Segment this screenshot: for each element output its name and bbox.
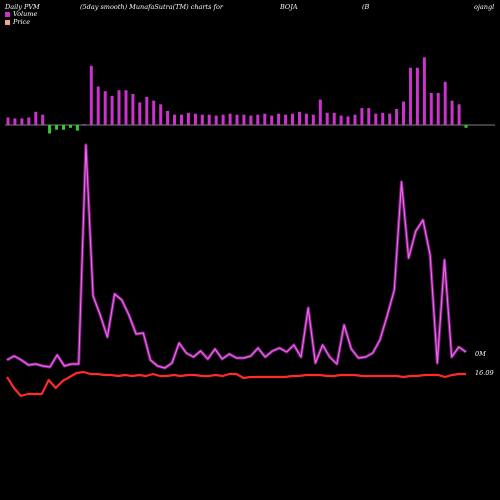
pvm-bar — [415, 67, 419, 125]
pvm-bar — [249, 115, 253, 125]
pvm-bar — [186, 112, 190, 125]
pvm-bar — [166, 110, 170, 125]
pvm-bar — [159, 104, 163, 125]
pvm-bar — [353, 114, 357, 125]
pvm-bar — [110, 95, 114, 125]
pvm-bar — [242, 114, 246, 125]
pvm-bar — [450, 100, 454, 125]
pvm-bar — [131, 94, 135, 125]
pvm-bar — [256, 114, 260, 125]
volume-line-layer — [6, 143, 467, 370]
pvm-bar — [200, 114, 204, 125]
pvm-bar — [284, 114, 288, 125]
pvm-bar — [402, 101, 405, 125]
price-line-layer — [6, 370, 466, 398]
pvm-bar — [41, 114, 45, 125]
chart-title-main: (5day smooth) MunafaSutra(TM) charts for — [80, 3, 223, 11]
pvm-bar — [152, 100, 156, 125]
pvm-bar — [27, 117, 31, 125]
pvm-bar — [69, 125, 72, 128]
pvm-bar — [409, 67, 412, 125]
pvm-bar — [339, 115, 343, 125]
pvm-bar — [214, 115, 218, 125]
pvm-bar — [48, 125, 52, 134]
legend-price-label: Price — [13, 18, 31, 26]
price-line — [6, 370, 466, 398]
pvm-bar — [318, 99, 322, 125]
volume-end-label: 0M — [475, 350, 486, 358]
pvm-bar — [422, 57, 426, 125]
pvm-bar — [34, 111, 38, 125]
pvm-bar — [124, 90, 128, 125]
pvm-bar — [173, 114, 176, 125]
pvm-bar — [138, 102, 142, 125]
pvm-bar — [429, 93, 433, 125]
pvm-bar — [277, 113, 281, 125]
pvm-bar — [89, 65, 93, 125]
pvm-bar — [13, 118, 17, 125]
pvm-bar — [332, 112, 336, 125]
pvm-bar — [55, 125, 59, 130]
legend-price-swatch — [5, 19, 10, 25]
pvm-bar — [346, 116, 350, 125]
chart-title-prefix: Daily PVM — [5, 3, 40, 11]
chart-title-company-end: ojangl — [474, 3, 495, 11]
pvm-bar — [235, 114, 239, 125]
pvm-bar — [6, 117, 10, 125]
pvm-bar — [228, 113, 232, 125]
pvm-bar — [388, 113, 392, 125]
pvm-bar — [117, 90, 121, 125]
pvm-bar — [145, 96, 149, 125]
pvm-bar — [436, 93, 440, 125]
price-end-label: 16.09 — [475, 369, 494, 377]
pvm-bar — [298, 111, 301, 125]
pvm-bar — [381, 112, 385, 125]
pvm-bar — [207, 114, 211, 125]
pvm-bar — [180, 114, 183, 125]
pvm-bar — [103, 91, 107, 125]
pvm-bar — [457, 104, 461, 125]
pvm-bar — [291, 113, 294, 125]
legend-volume-swatch — [5, 11, 10, 17]
legend-volume-label: Volume — [13, 10, 38, 18]
chart-title-company-start: (B — [362, 3, 370, 11]
pvm-bar — [443, 81, 447, 125]
volume-line-shadow — [6, 143, 467, 370]
pvm-bar — [263, 113, 267, 125]
chart-title-symbol: BOJA — [280, 3, 298, 11]
legend-volume: Volume — [5, 10, 37, 18]
pvm-bar — [221, 114, 225, 125]
pvm-bar — [270, 115, 274, 125]
pvm-bar — [360, 108, 364, 125]
legend-price: Price — [5, 18, 30, 26]
pvm-bar — [325, 112, 329, 125]
pvm-bar — [464, 125, 468, 128]
pvm-bar — [374, 113, 378, 125]
pvm-bar — [96, 86, 100, 125]
pvm-bar — [304, 113, 308, 125]
pvm-bar — [367, 108, 371, 125]
pvm-bar — [20, 118, 24, 125]
pvm-bar — [395, 109, 399, 125]
pvm-bars — [6, 57, 468, 134]
pvm-bar — [75, 125, 79, 131]
pvm-bar — [311, 114, 315, 125]
pvm-bar — [82, 124, 86, 125]
pvm-bar — [193, 113, 197, 125]
volume-line — [6, 144, 467, 369]
pvm-bar — [62, 125, 65, 130]
